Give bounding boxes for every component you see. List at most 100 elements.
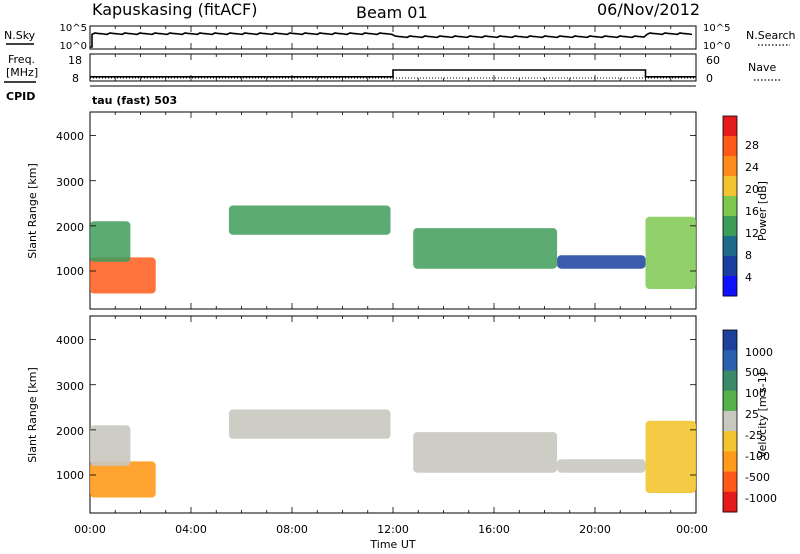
- power-colorbar-ticks: 28 24 20 16 12 8 4: [745, 139, 759, 284]
- velocity-bar-swatch-7: [723, 471, 737, 493]
- power-echo-1: [90, 221, 131, 262]
- velocity-bar-swatch-8: [723, 491, 737, 513]
- velocity-tick-neg25: -25: [745, 429, 763, 442]
- freq-tick-top: 18: [68, 54, 82, 67]
- velocity-tick-500: 500: [745, 366, 766, 379]
- power-colorbar: [722, 115, 738, 297]
- xtick-1600: 16:00: [478, 523, 510, 536]
- power-tick-24: 24: [745, 161, 759, 174]
- velocity-echo-3: [413, 432, 558, 473]
- velocity-ytick-3000: 3000: [56, 380, 84, 393]
- power-echo-5: [645, 216, 696, 289]
- noise-right-tick-bottom: 10^0: [703, 41, 730, 52]
- velocity-panel-frame: [89, 315, 697, 514]
- velocity-echo-0: [90, 461, 156, 498]
- nsky-label: N.Sky: [4, 29, 36, 42]
- velocity-tick-1000: 1000: [745, 346, 773, 359]
- xtick-2400: 00:00: [676, 523, 708, 536]
- power-echo-2: [228, 205, 391, 235]
- power-ytick-3000: 3000: [56, 176, 84, 189]
- power-bar-swatch-4: [723, 196, 737, 217]
- nsky-trace: [90, 32, 693, 48]
- velocity-echoes: [90, 409, 696, 498]
- power-tick-16: 16: [745, 205, 759, 218]
- velocity-bar-swatch-1: [723, 350, 737, 371]
- power-echo-4: [557, 255, 646, 269]
- velocity-echo-2: [228, 409, 391, 439]
- power-ytick-4000: 4000: [56, 130, 84, 143]
- velocity-bar-swatch-3: [723, 390, 737, 412]
- xtick-1200: 12:00: [377, 523, 409, 536]
- velocity-tick-neg100: -100: [745, 450, 770, 463]
- xlabel: Time UT: [369, 538, 415, 551]
- power-ytick-1000: 1000: [56, 265, 84, 278]
- velocity-bar-swatch-5: [723, 431, 737, 452]
- power-bar-frame: [722, 115, 738, 297]
- beam-title: Beam 01: [356, 3, 428, 22]
- power-tick-28: 28: [745, 139, 759, 152]
- nsearch-label: N.Search: [746, 29, 796, 42]
- cpid-value: tau (fast) 503: [92, 94, 177, 107]
- power-bar-swatch-0: [723, 116, 737, 137]
- noise-left-tick-bottom: 10^0: [60, 41, 87, 52]
- velocity-ytick-1000: 1000: [56, 469, 84, 482]
- velocity-colorbar: [722, 329, 738, 513]
- power-yticks: 4000 3000 2000 1000: [56, 130, 84, 278]
- velocity-ytick-2000: 2000: [56, 425, 84, 438]
- xtick-0400: 04:00: [175, 523, 207, 536]
- power-bar-swatch-2: [723, 156, 737, 177]
- power-scale-label: Power [dB]: [756, 181, 769, 241]
- nave-tick-top: 60: [706, 54, 720, 67]
- velocity-echo-5: [645, 420, 696, 493]
- velocity-colorbar-ticks: 1000 500 100 25 -25 -100 -500 -1000: [745, 346, 777, 505]
- velocity-echo-1: [90, 425, 131, 466]
- power-echoes: [90, 205, 696, 294]
- power-echo-0: [90, 257, 156, 294]
- power-bar-swatch-7: [723, 256, 737, 277]
- xtick-0000: 00:00: [74, 523, 106, 536]
- axis-tick-marks: [89, 26, 697, 513]
- velocity-bar-swatch-4: [723, 410, 737, 432]
- velocity-echo-4: [557, 459, 646, 473]
- velocity-bar-frame: [722, 329, 738, 513]
- velocity-tick-25: 25: [745, 408, 759, 421]
- freq-trace: [90, 69, 696, 78]
- velocity-ytick-4000: 4000: [56, 334, 84, 347]
- power-bar-swatch-3: [723, 176, 737, 197]
- power-bar-swatch-5: [723, 216, 737, 237]
- velocity-ylabel: Slant Range [km]: [26, 367, 39, 463]
- xtick-2000: 20:00: [579, 523, 611, 536]
- power-tick-4: 4: [745, 271, 752, 284]
- nave-tick-bottom: 0: [706, 72, 713, 85]
- velocity-tick-100: 100: [745, 387, 766, 400]
- velocity-yticks: 4000 3000 2000 1000: [56, 334, 84, 482]
- freq-unit-label: [MHz]: [6, 66, 38, 79]
- power-tick-20: 20: [745, 183, 759, 196]
- velocity-scale-label: Velocity [m s-1]: [756, 372, 769, 458]
- velocity-tick-neg500: -500: [745, 471, 770, 484]
- noise-right-tick-top: 10^5: [703, 23, 730, 34]
- freq-tick-bottom: 8: [72, 72, 79, 85]
- power-ytick-2000: 2000: [56, 221, 84, 234]
- station-title: Kapuskasing (fitACF): [92, 0, 257, 19]
- power-ylabel: Slant Range [km]: [26, 163, 39, 259]
- power-tick-8: 8: [745, 249, 752, 262]
- xtick-0800: 08:00: [276, 523, 308, 536]
- date-title: 06/Nov/2012: [597, 0, 700, 19]
- nave-label: Nave: [748, 61, 776, 74]
- noise-left-tick-top: 10^5: [60, 23, 87, 34]
- power-tick-12: 12: [745, 227, 759, 240]
- xtick-labels: 00:00 04:00 08:00 12:00 16:00 20:00 00:0…: [74, 523, 708, 536]
- power-echo-3: [413, 228, 558, 269]
- velocity-bar-swatch-0: [723, 330, 737, 351]
- power-panel-frame: [89, 111, 697, 310]
- velocity-bar-swatch-6: [723, 451, 737, 473]
- power-bar-swatch-1: [723, 136, 737, 157]
- velocity-tick-neg1000: -1000: [745, 492, 777, 505]
- freq-label: Freq.: [8, 53, 35, 66]
- velocity-bar-swatch-2: [723, 370, 737, 392]
- power-bar-swatch-6: [723, 236, 737, 257]
- power-bar-swatch-8: [723, 276, 737, 297]
- cpid-label: CPID: [6, 90, 35, 103]
